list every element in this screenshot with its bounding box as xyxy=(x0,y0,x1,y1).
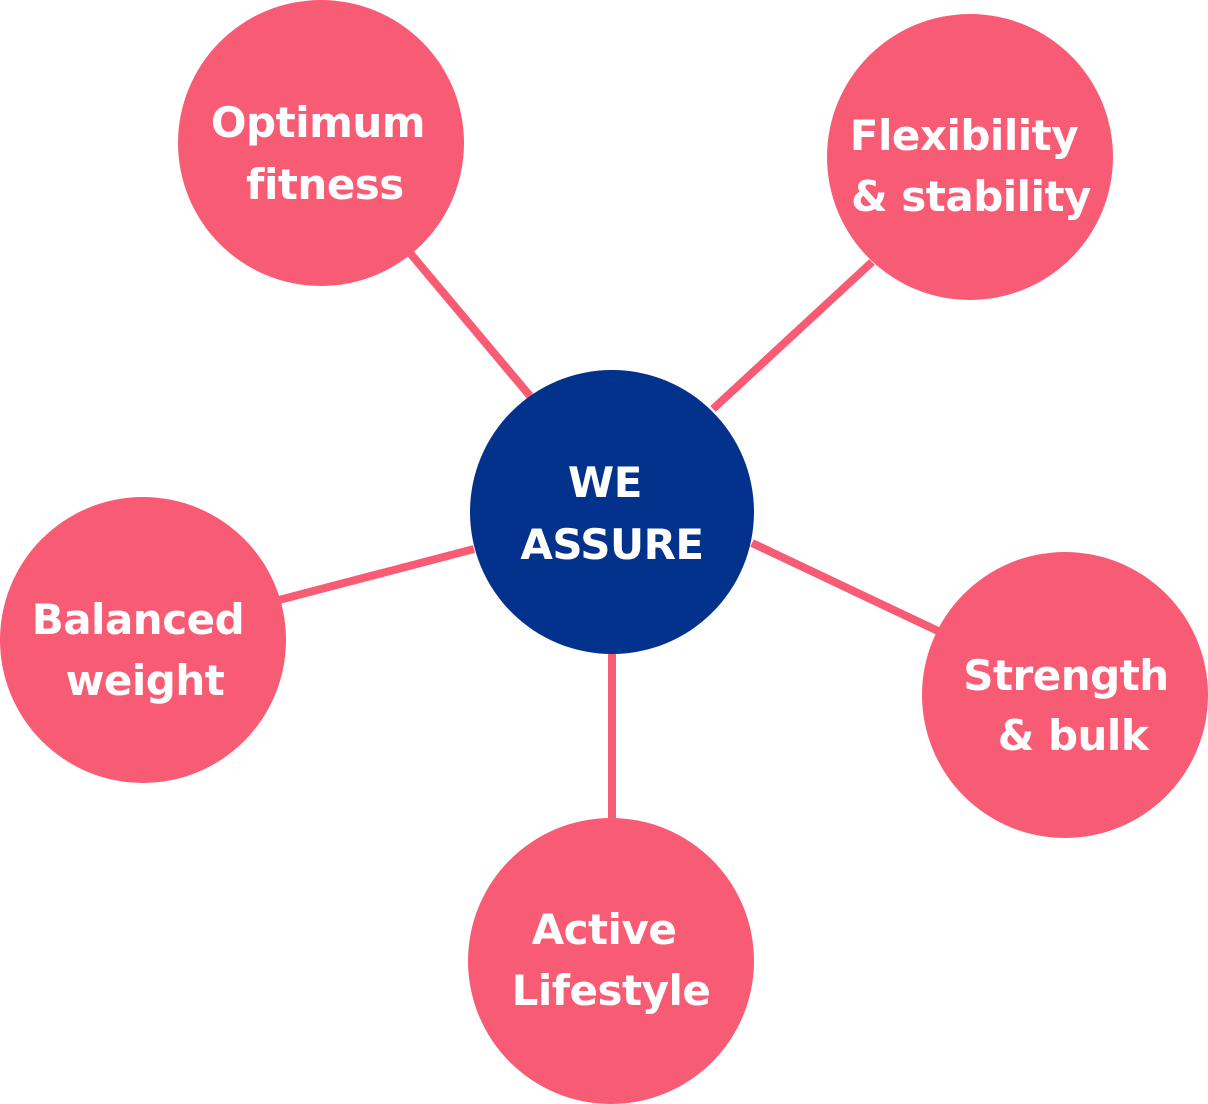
center-label: WE ASSURE xyxy=(520,458,703,569)
node-label-line-1: Active xyxy=(532,905,677,954)
connector-optimum-fitness xyxy=(406,250,534,399)
node-circle xyxy=(922,552,1208,838)
node-label-line-1: Optimum xyxy=(211,98,425,147)
center-label-line-2: ASSURE xyxy=(520,520,703,569)
center-label-line-1: WE xyxy=(568,458,642,507)
node-label-line-1: Flexibility xyxy=(850,111,1078,160)
node-label: Flexibility & stability xyxy=(850,111,1092,221)
node-label-line-2: fitness xyxy=(246,160,404,209)
node-circle xyxy=(0,497,286,783)
node-label-line-1: Balanced xyxy=(32,595,244,644)
node-balanced-weight: Balanced weight xyxy=(0,497,286,783)
node-active-lifestyle: Active Lifestyle xyxy=(468,818,754,1104)
connector-balanced-weight xyxy=(277,545,476,604)
node-optimum-fitness: Optimum fitness xyxy=(178,0,464,286)
center-circle xyxy=(470,370,754,654)
node-circle xyxy=(827,14,1113,300)
node-label-line-2: Lifestyle xyxy=(512,966,711,1015)
node-label-line-2: & stability xyxy=(851,172,1091,221)
connectors xyxy=(277,250,940,818)
node-label: Balanced weight xyxy=(32,595,259,705)
node-circle xyxy=(468,818,754,1104)
center-node: WE ASSURE xyxy=(470,370,754,654)
node-strength-bulk: Strength & bulk xyxy=(922,552,1208,838)
connector-flexibility-stability xyxy=(710,259,875,412)
node-label-line-2: weight xyxy=(66,656,225,705)
node-label: Optimum fitness xyxy=(211,98,439,209)
connector-strength-bulk xyxy=(750,539,940,635)
node-label: Strength & bulk xyxy=(963,651,1183,760)
node-label-line-1: Strength xyxy=(963,651,1168,700)
node-label: Active Lifestyle xyxy=(512,905,711,1015)
node-flexibility-stability: Flexibility & stability xyxy=(827,14,1113,300)
node-circle xyxy=(178,0,464,286)
node-label-line-2: & bulk xyxy=(998,711,1150,760)
